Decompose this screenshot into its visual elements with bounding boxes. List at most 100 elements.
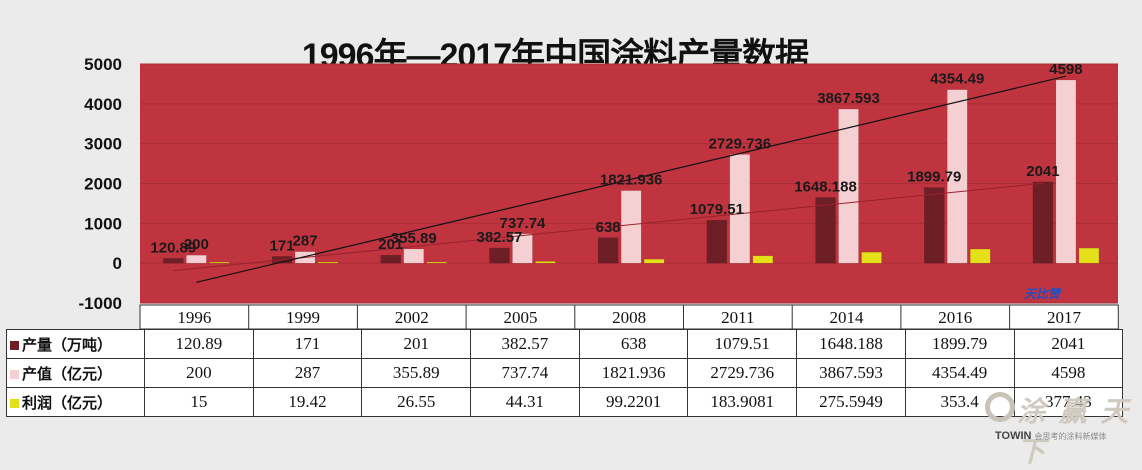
table-cell: 1648.188 [796,329,906,359]
x-tick-label: 1999 [286,308,320,327]
table-cell: 737.74 [470,358,580,388]
bar-2 [970,248,991,264]
x-tick-label: 2011 [721,308,754,327]
bar-1 [729,154,751,264]
bar-2 [426,261,447,264]
y-tick-label: 2000 [84,175,122,194]
table-cell: 26.55 [361,387,472,417]
watermark-brand-sub: 会思考的涂料新媒体 [1034,432,1107,441]
y-tick-label: -1000 [79,294,122,313]
legend-swatch [10,340,19,350]
table-row: 产量（万吨） 120.89 171 201 382.57 638 1079.51 1648.1… [6,329,1124,359]
data-label-0: 171 [270,237,295,254]
table-cell: 200 [144,358,254,388]
data-label-0: 120.89 [150,239,196,256]
y-tick-label: 3000 [84,135,122,154]
table-cell: 201 [361,329,472,359]
table-cell: 1821.936 [578,358,689,388]
table-cell: 377.43 [1013,387,1124,417]
table-cell: 44.31 [470,387,580,417]
x-tick-label: 2017 [1047,308,1082,327]
x-tick-label: 2016 [938,308,972,327]
watermark-circle-icon [985,392,1015,422]
x-axis-row [139,304,1119,330]
data-label-1: 355.89 [391,230,437,247]
table-cell: 171 [252,329,363,359]
y-tick-label: 4000 [84,95,122,114]
table-cell: 2729.736 [687,358,798,388]
table-cell: 120.89 [144,329,254,359]
table-cell: 1079.51 [687,329,798,359]
data-label-1: 1821.936 [600,172,663,189]
x-tick-label: 2002 [395,308,429,327]
data-label-1: 287 [293,233,318,250]
bar-2 [209,261,230,264]
table-cell: 99.2201 [578,387,689,417]
x-tick-label: 2014 [830,308,865,327]
watermark-brand-name: TOWIN [995,430,1032,442]
table-cell: 275.5949 [796,387,906,417]
table-cell: 4354.49 [904,358,1015,388]
table-cell: 19.42 [252,387,363,417]
data-label-1: 200 [184,236,209,253]
bar-0 [597,237,619,264]
data-table: 产量（万吨） 120.89 171 201 382.57 638 1079.51 1648.1… [6,329,1124,417]
bar-0 [1032,181,1054,264]
trendline-1 [196,75,1067,283]
watermark-logo: 涂 赢 天 下 TOWIN 会思考的涂料新媒体 [985,390,1135,468]
bar-1 [838,108,859,264]
trendline-0 [173,182,1043,272]
table-cell: 3867.593 [796,358,906,388]
legend-label: 利润（亿元） [22,393,113,412]
chart-plot: -1000 0 1000 2000 3000 4000 5000 1996 1999 2002 20… [79,55,1119,330]
y-tick-label: 1000 [84,214,122,233]
legend-label: 产值（亿元） [22,364,113,383]
bar-0 [815,197,836,264]
bar-1 [512,233,533,264]
data-label-0: 1648.188 [794,179,857,196]
legend-swatch [10,369,19,379]
bar-1 [403,248,424,264]
x-tick-label: 1996 [177,308,211,327]
bar-1 [620,190,642,264]
data-label-0: 1899.79 [907,168,961,185]
bar-0 [706,219,728,264]
table-cell: 4598 [1013,358,1124,388]
data-label-0: 201 [378,236,403,253]
data-label-0: 2041 [1026,163,1059,180]
table-cell: 287 [252,358,363,388]
data-label-1: 4354.49 [930,71,984,88]
bar-2 [643,258,665,264]
bar-2 [317,261,339,264]
y-tick-label: 5000 [84,55,122,74]
data-label-1: 4598 [1049,61,1082,78]
table-cell: 1899.79 [904,329,1015,359]
legend-label: 产量（万吨） [22,335,113,354]
data-label-1: 3867.593 [817,90,880,107]
table-cell: 183.9081 [687,387,798,417]
y-tick-label: 0 [113,254,122,273]
watermark-brand: TOWIN 会思考的涂料新媒体 [995,430,1106,442]
table-cell: 382.57 [470,329,580,359]
bar-0 [924,187,945,264]
bar-2 [1078,247,1100,264]
table-row: 产值（亿元） 200 287 355.89 737.74 1821.936 2729.736… [6,358,1124,388]
data-label-0: 382.57 [477,229,523,246]
table-cell: 2041 [1013,329,1124,359]
table-row-header: 产量（万吨） [6,329,145,359]
bar-1 [186,254,207,264]
bar-0 [163,258,184,264]
table-row-header: 利润（亿元） [6,387,145,417]
bar-2 [535,261,556,264]
data-label-1: 2729.736 [709,135,772,152]
x-tick-label: 2008 [612,308,646,327]
data-label-0: 638 [596,219,621,236]
data-label-0: 1079.51 [690,201,744,218]
x-tick-label: 2005 [503,308,537,327]
bar-2 [861,251,882,264]
bar-2 [752,255,774,264]
bar-0 [380,254,401,264]
table-cell: 638 [578,329,689,359]
table-cell: 15 [144,387,254,417]
watermark-stamp: 天比赞 [1024,287,1061,301]
